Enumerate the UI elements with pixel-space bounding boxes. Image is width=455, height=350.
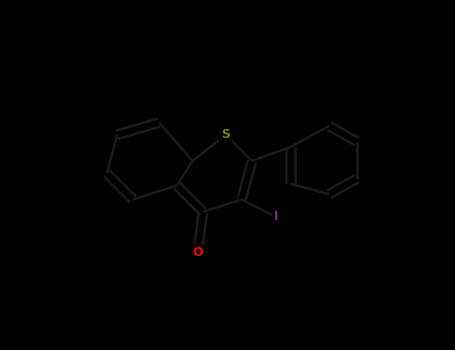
Text: O: O xyxy=(192,245,203,259)
Text: I: I xyxy=(274,210,279,224)
Text: S: S xyxy=(221,128,230,141)
